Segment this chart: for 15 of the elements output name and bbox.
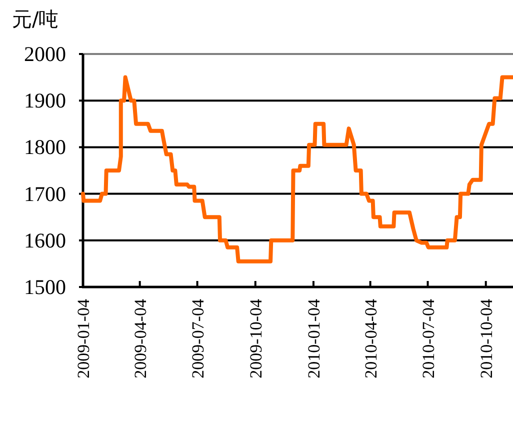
x-tick-label: 2009-01-04 (74, 298, 93, 378)
x-tick-label: 2009-07-04 (188, 298, 208, 378)
x-tick-label: 2010-01-04 (304, 298, 324, 378)
y-tick-label: 1800 (24, 135, 66, 160)
y-tick-label: 1700 (24, 182, 66, 206)
y-tick-label: 1600 (24, 228, 66, 252)
x-tick-label: 2009-10-04 (246, 298, 266, 378)
y-tick-label: 2000 (24, 42, 66, 66)
y-tick-label: 1900 (24, 88, 66, 113)
x-tick-label: 2010-07-04 (418, 298, 438, 378)
x-tick-label: 2010-04-04 (361, 298, 380, 378)
y-tick-label: 1500 (24, 275, 66, 299)
y-axis-title: 元/吨 (12, 7, 59, 31)
x-tick-label: 2010-10-04 (476, 298, 496, 378)
x-tick-label: 2009-04-04 (130, 298, 150, 378)
